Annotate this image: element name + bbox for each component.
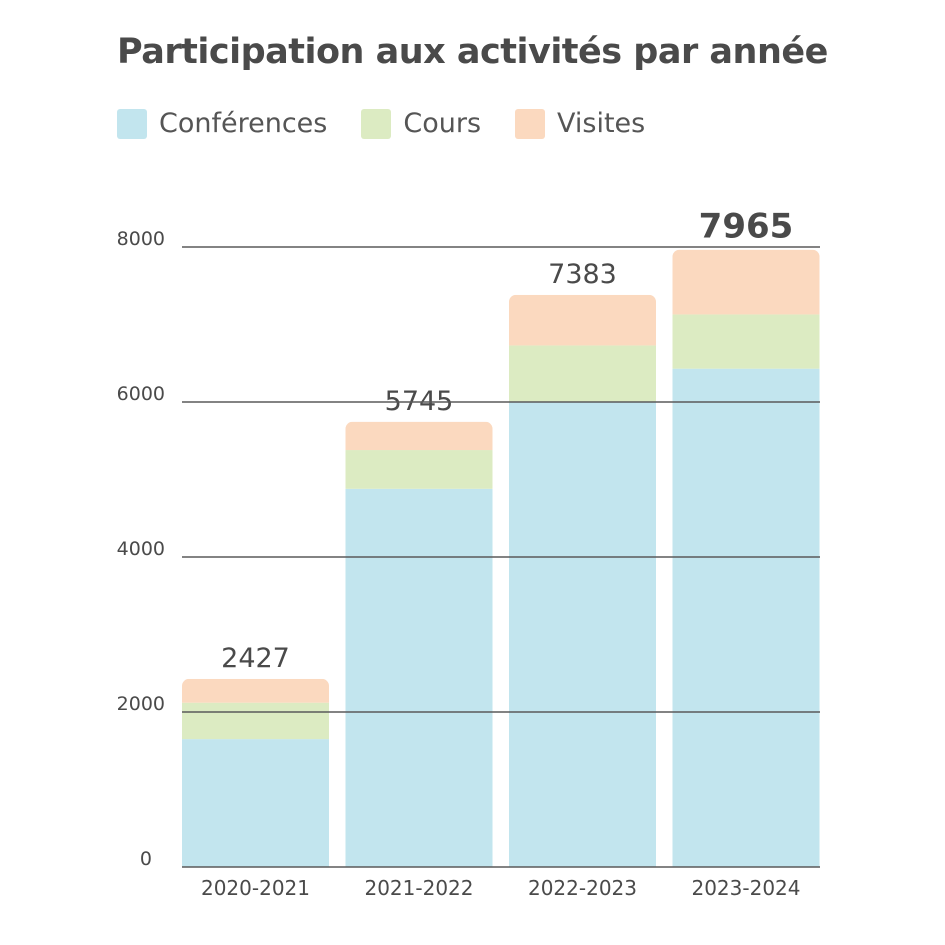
y-tick-label-2000: 2000 [117, 693, 165, 715]
y-tick-label-8000: 8000 [117, 228, 165, 250]
total-label-2020-2021: 2427 [221, 643, 290, 674]
x-tick-label-2023-2024: 2023-2024 [691, 876, 800, 900]
total-label-2022-2023: 7383 [548, 259, 617, 290]
y-tick-label-6000: 6000 [117, 383, 165, 405]
legend-swatch-visites [515, 108, 546, 139]
x-tick-label-2022-2023: 2022-2023 [528, 876, 637, 900]
bar-cours-2023-2024 [672, 314, 820, 369]
bars-group [182, 249, 820, 867]
legend-item-conferences: Conférences [117, 108, 327, 139]
legend-label-visites: Visites [557, 108, 646, 139]
legend-swatch-cours [361, 108, 392, 139]
legend: Conférences Cours Visites [117, 108, 679, 139]
legend-label-conferences: Conférences [159, 108, 328, 139]
bar-visites-2022-2023 [509, 294, 656, 346]
bar-visites-2021-2022 [345, 421, 493, 451]
legend-item-visites: Visites [515, 108, 645, 139]
bar-visites-2023-2024 [672, 249, 820, 315]
bar-confrences-2021-2022 [345, 488, 493, 867]
total-label-2023-2024: 7965 [699, 207, 794, 247]
bar-confrences-2023-2024 [672, 368, 820, 867]
bar-visites-2020-2021 [182, 678, 329, 703]
bar-cours-2020-2021 [182, 702, 329, 740]
legend-swatch-conferences [117, 108, 147, 139]
bar-confrences-2020-2021 [182, 739, 329, 867]
bar-confrences-2022-2023 [509, 402, 656, 867]
y-tick-label-4000: 4000 [117, 538, 165, 560]
y-tick-label-0: 0 [140, 848, 152, 870]
legend-item-cours: Cours [361, 108, 481, 139]
chart-title: Participation aux activités par année [117, 32, 828, 72]
x-tick-label-2021-2022: 2021-2022 [364, 876, 473, 900]
legend-label-cours: Cours [403, 108, 482, 139]
bar-cours-2021-2022 [345, 450, 493, 489]
total-label-2021-2022: 5745 [385, 386, 454, 417]
bar-cours-2022-2023 [509, 345, 656, 402]
x-tick-label-2020-2021: 2020-2021 [201, 876, 310, 900]
